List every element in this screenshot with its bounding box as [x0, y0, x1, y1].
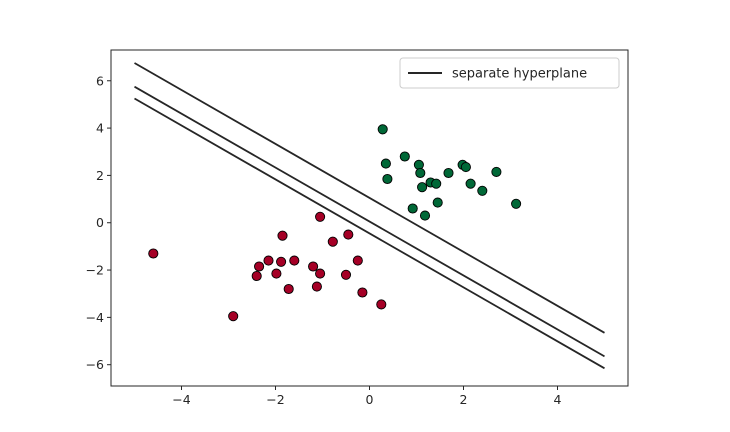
point-negative — [308, 261, 319, 272]
point-positive — [431, 178, 442, 189]
legend-label: separate hyperplane — [452, 67, 587, 82]
point-positive — [460, 162, 471, 173]
point-positive — [491, 166, 502, 177]
y-axis-ticks: −6 −4 −2 0 2 4 6 — [86, 73, 111, 372]
hyperplane-line-1 — [134, 85, 605, 358]
point-positive — [443, 167, 454, 179]
hyperplane-line-2 — [134, 97, 605, 370]
point-positive — [380, 158, 391, 169]
x-tick-label: 4 — [554, 392, 562, 407]
point-positive — [407, 203, 418, 214]
y-tick-label: 0 — [96, 215, 104, 230]
y-tick-label: −2 — [86, 263, 104, 278]
point-positive — [415, 167, 426, 179]
point-positive — [382, 173, 393, 185]
point-negative — [327, 236, 338, 247]
legend: separate hyperplane — [399, 57, 620, 89]
plot-background — [111, 50, 628, 386]
point-negative — [315, 268, 326, 279]
y-tick-label: 2 — [96, 168, 104, 183]
point-negative — [340, 269, 352, 280]
y-tick-label: 4 — [96, 121, 104, 136]
point-positive — [377, 124, 388, 135]
y-tick-label: −4 — [86, 310, 104, 325]
legend-box — [399, 57, 620, 89]
x-tick-label: 0 — [366, 392, 374, 407]
point-positive — [413, 159, 424, 170]
point-negative — [283, 283, 294, 295]
hyperplane-line-0 — [134, 62, 605, 334]
point-negative — [228, 311, 239, 322]
x-tick-label: −2 — [266, 392, 284, 407]
x-tick-label: −4 — [172, 392, 190, 407]
point-negative — [376, 299, 387, 310]
point-positive — [399, 151, 410, 162]
hyperplane-lines — [134, 62, 605, 370]
point-negative — [277, 230, 288, 241]
point-negative — [254, 261, 265, 272]
point-positive — [417, 182, 428, 193]
point-negative — [289, 255, 300, 266]
point-negative — [315, 211, 326, 222]
point-positive — [465, 178, 476, 189]
x-axis-ticks: −4 −2 0 2 4 — [172, 386, 562, 407]
y-tick-label: 6 — [96, 73, 104, 88]
x-tick-label: 2 — [460, 392, 468, 407]
data-points — [148, 124, 522, 322]
point-positive — [419, 210, 431, 221]
point-negative — [311, 281, 322, 292]
point-positive — [511, 198, 522, 209]
point-negative — [271, 268, 282, 279]
point-negative — [148, 248, 159, 259]
point-negative — [251, 270, 262, 282]
point-negative — [263, 255, 274, 266]
point-negative — [343, 229, 354, 240]
y-tick-label: −6 — [86, 357, 104, 372]
point-positive — [477, 185, 488, 196]
point-negative — [276, 256, 287, 267]
point-positive — [432, 197, 443, 208]
point-negative — [352, 255, 363, 266]
point-negative — [357, 287, 368, 298]
